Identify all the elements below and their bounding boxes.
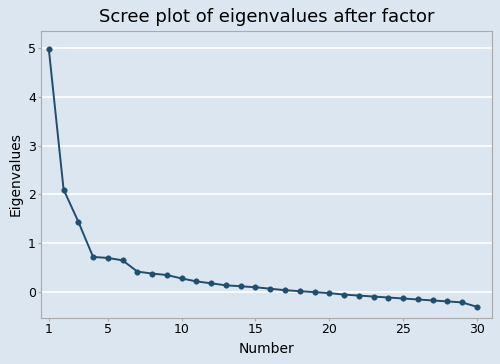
Title: Scree plot of eigenvalues after factor: Scree plot of eigenvalues after factor [99, 8, 434, 26]
X-axis label: Number: Number [238, 342, 294, 356]
Y-axis label: Eigenvalues: Eigenvalues [8, 132, 22, 216]
